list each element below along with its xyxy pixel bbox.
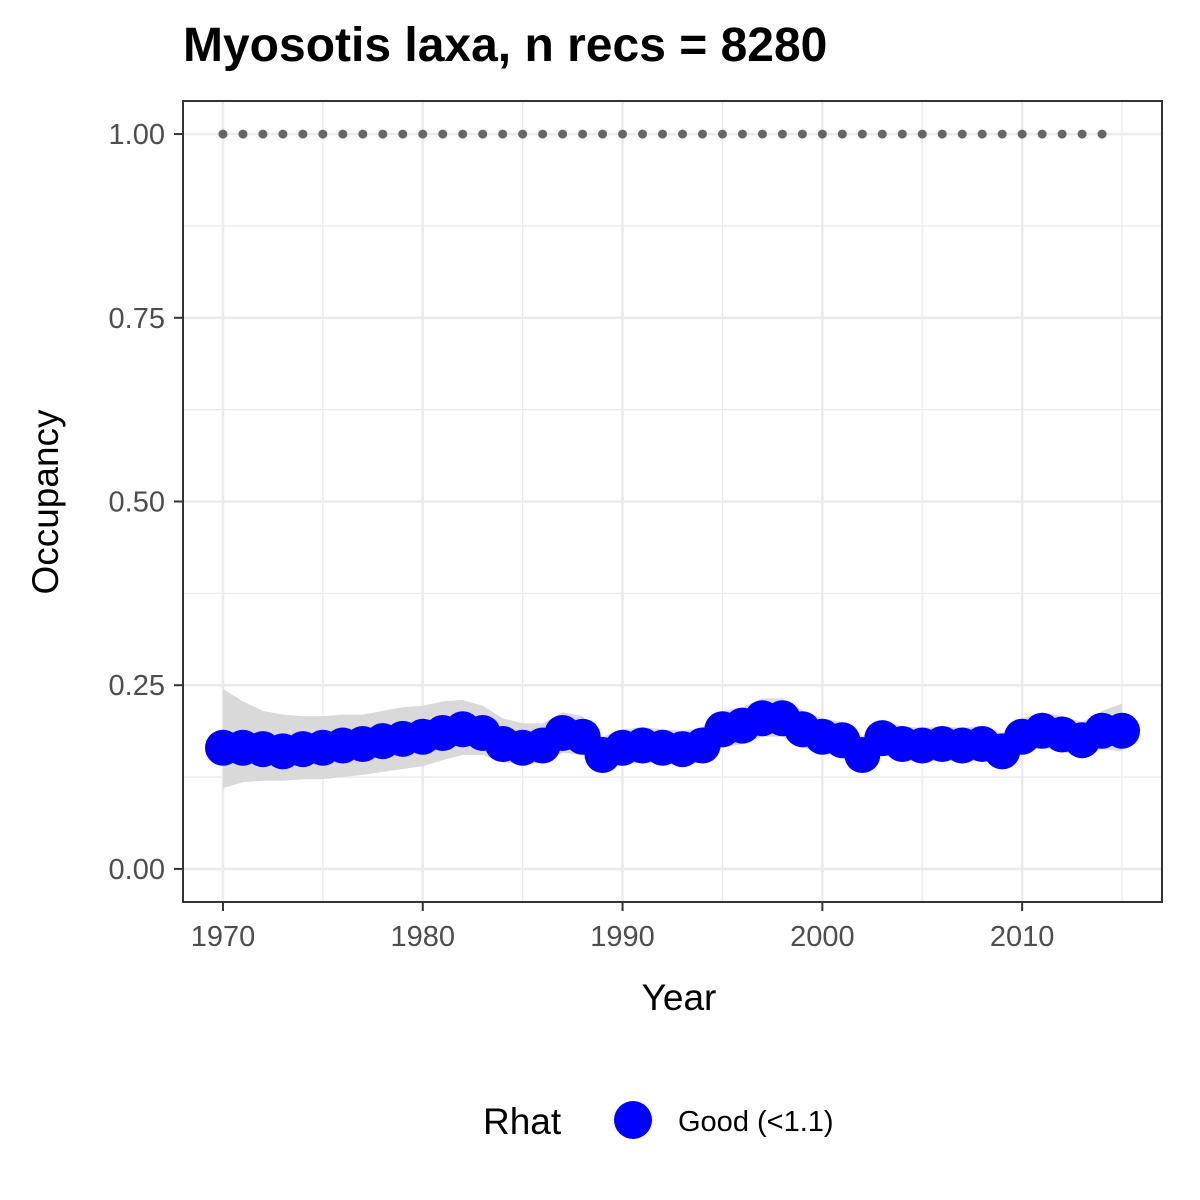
- y-tick-label: 0.25: [109, 670, 165, 702]
- legend-label-good: Good (<1.1): [678, 1106, 834, 1138]
- x-tick-label: 2010: [990, 921, 1055, 953]
- legend-key-good: [614, 1101, 652, 1139]
- legend-title: Rhat: [483, 1101, 562, 1142]
- y-tick-label: 0.00: [109, 854, 165, 886]
- point-layer: [205, 700, 1140, 773]
- x-tick-label: 1970: [191, 921, 256, 953]
- legend: Rhat Good (<1.1): [483, 1101, 834, 1142]
- y-tick-label: 1.00: [109, 119, 165, 151]
- x-axis-title: Year: [642, 977, 717, 1018]
- chart-title: Myosotis laxa, n recs = 8280: [183, 19, 828, 72]
- data-point: [1104, 712, 1140, 749]
- y-tick-label: 0.50: [109, 487, 165, 519]
- y-axis-title: Occupancy: [25, 409, 66, 595]
- x-tick-label: 1980: [390, 921, 455, 953]
- grid-layer: [183, 101, 1162, 902]
- x-tick-label: 2000: [790, 921, 855, 953]
- axis-layer: 1970 1980 1990 2000 2010 0.00 0.25 0.50 0.75 1.00: [109, 119, 1055, 953]
- x-tick-label: 1990: [590, 921, 655, 953]
- y-tick-label: 0.75: [109, 303, 165, 335]
